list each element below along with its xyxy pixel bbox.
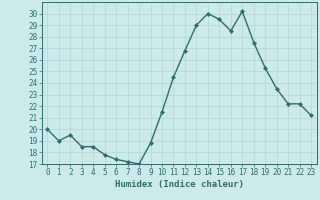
- X-axis label: Humidex (Indice chaleur): Humidex (Indice chaleur): [115, 180, 244, 189]
